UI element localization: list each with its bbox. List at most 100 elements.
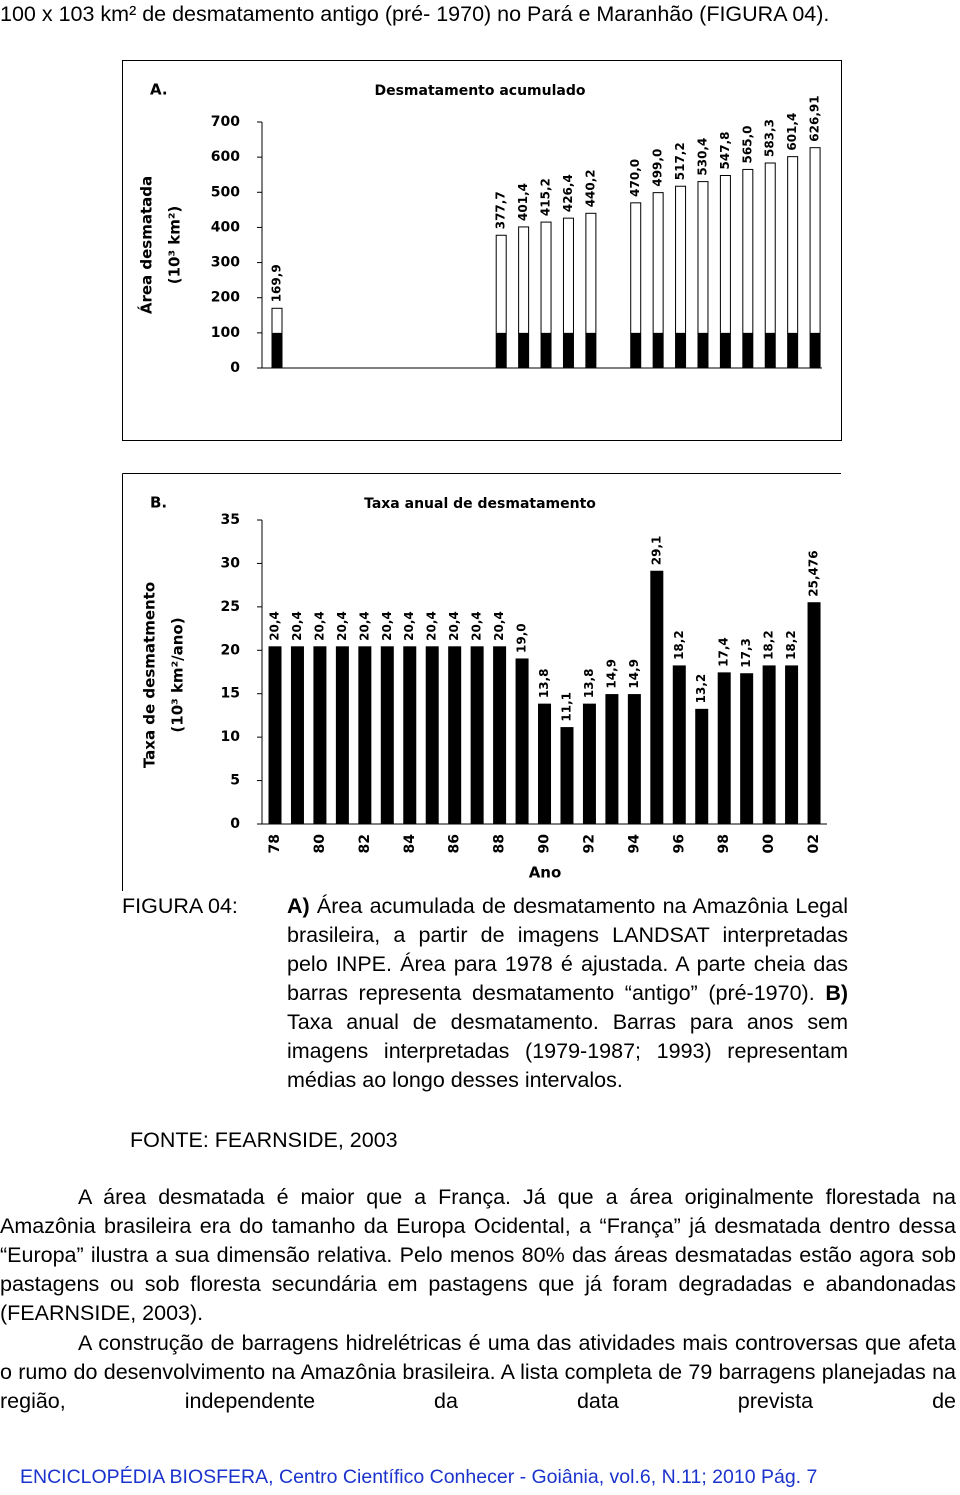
bar [335, 646, 349, 825]
value-label: 19,0 [515, 623, 529, 653]
value-label: 20,4 [290, 611, 304, 641]
x-tick-label: 86 [447, 834, 463, 853]
value-label: 547,8 [718, 132, 732, 170]
x-tick-label: 80 [312, 834, 328, 854]
value-label: 20,4 [335, 611, 349, 641]
bar-filled-part [518, 332, 529, 368]
bar-filled-part [697, 332, 708, 368]
y-tick-label: 200 [211, 290, 240, 306]
y-tick-label: 30 [221, 555, 241, 571]
y-tick-label: 100 [211, 325, 240, 341]
value-label: 14,9 [627, 659, 641, 689]
x-tick-label: 98 [716, 834, 732, 853]
x-tick-label: 82 [357, 834, 373, 853]
bar [358, 646, 372, 825]
value-label: 583,3 [763, 119, 777, 157]
bar [403, 646, 417, 825]
x-tick-label: 02 [806, 834, 822, 853]
bar [268, 646, 282, 825]
bar [470, 646, 484, 825]
bar-filled-part [272, 332, 282, 368]
chart-title: Taxa anual de desmatamento [364, 496, 596, 512]
bar [717, 672, 731, 825]
bar [560, 727, 574, 825]
value-label: 17,4 [717, 637, 731, 667]
y-tick-label: 500 [211, 184, 240, 200]
bar-filled-part [541, 332, 552, 368]
y-tick-label: 15 [221, 686, 240, 702]
y-tick-label: 600 [211, 149, 240, 165]
y-tick-label: 25 [221, 599, 240, 615]
value-label: 17,3 [739, 638, 753, 668]
bar [627, 694, 641, 825]
value-label: 20,4 [425, 611, 439, 641]
y-axis-label: Área desmatada [137, 176, 156, 314]
value-label: 20,4 [470, 611, 484, 641]
value-label: 20,4 [402, 611, 416, 641]
value-label: 499,0 [651, 149, 665, 187]
x-tick-label: 84 [402, 834, 418, 854]
bar-filled-part [810, 332, 821, 368]
y-axis-label: Taxa de desmatmento [141, 582, 159, 768]
caption-bold: A) [287, 894, 310, 918]
source: FONTE: FEARNSIDE, 2003 [130, 1128, 398, 1152]
caption-bold: B) [825, 981, 848, 1005]
bar [695, 708, 709, 825]
bar [807, 602, 821, 825]
y-tick-label: 20 [221, 642, 241, 658]
bar-filled-part [765, 332, 776, 368]
bar [672, 665, 686, 825]
intro-text: 100 x 103 km² de desmatamento antigo (pr… [0, 2, 830, 26]
panel-label: A. [150, 81, 168, 99]
bar [515, 658, 529, 825]
value-label: 20,4 [312, 611, 326, 641]
paragraph: A área desmatada é maior que a França. J… [0, 1185, 956, 1325]
value-label: 20,4 [447, 611, 461, 641]
value-label: 401,4 [516, 183, 530, 221]
y-tick-label: 35 [221, 512, 240, 528]
bar [493, 646, 507, 825]
x-axis-label: Ano [529, 864, 562, 882]
value-label: 440,2 [583, 169, 597, 207]
bar-filled-part [585, 332, 596, 368]
value-label: 517,2 [673, 142, 687, 180]
value-label: 29,1 [649, 536, 663, 566]
value-label: 13,2 [694, 674, 708, 704]
bar-filled-part [630, 332, 641, 368]
bar [785, 665, 799, 825]
value-label: 415,2 [539, 178, 553, 216]
bar [538, 703, 552, 825]
bar [740, 673, 754, 825]
value-label: 20,4 [492, 611, 506, 641]
bar [762, 665, 776, 825]
value-label: 25,476 [807, 550, 821, 596]
value-label: 470,0 [628, 159, 642, 197]
value-label: 20,4 [357, 611, 371, 641]
value-label: 13,8 [537, 669, 551, 699]
value-label: 565,0 [740, 125, 754, 163]
x-tick-label: 92 [581, 834, 597, 853]
value-label: 626,91 [808, 95, 822, 141]
bar [425, 646, 439, 825]
bar [448, 646, 462, 825]
bar [582, 703, 596, 825]
value-label: 14,9 [604, 659, 618, 689]
caption-text: A) Área acumulada de desmatamento na Ama… [287, 892, 848, 1095]
value-label: 13,8 [582, 669, 596, 699]
bar [650, 570, 664, 825]
value-label: 426,4 [561, 174, 575, 212]
y-tick-label: 700 [211, 114, 240, 130]
y-tick-label: 5 [230, 773, 240, 789]
caption-label: FIGURA 04: [122, 894, 238, 918]
y-tick-label: 0 [230, 816, 240, 832]
chart-a: A. Desmatamento acumulado Área desmatada (1… [122, 60, 842, 441]
bar-filled-part [787, 332, 798, 368]
bar [380, 646, 394, 825]
bar-filled-part [742, 332, 753, 368]
caption-part: Taxa anual de desmatamento. Barras para … [287, 1010, 848, 1092]
bar-filled-part [675, 332, 686, 368]
chart-title: Desmatamento acumulado [374, 83, 585, 99]
bar [313, 646, 327, 825]
value-label: 377,7 [494, 191, 508, 229]
